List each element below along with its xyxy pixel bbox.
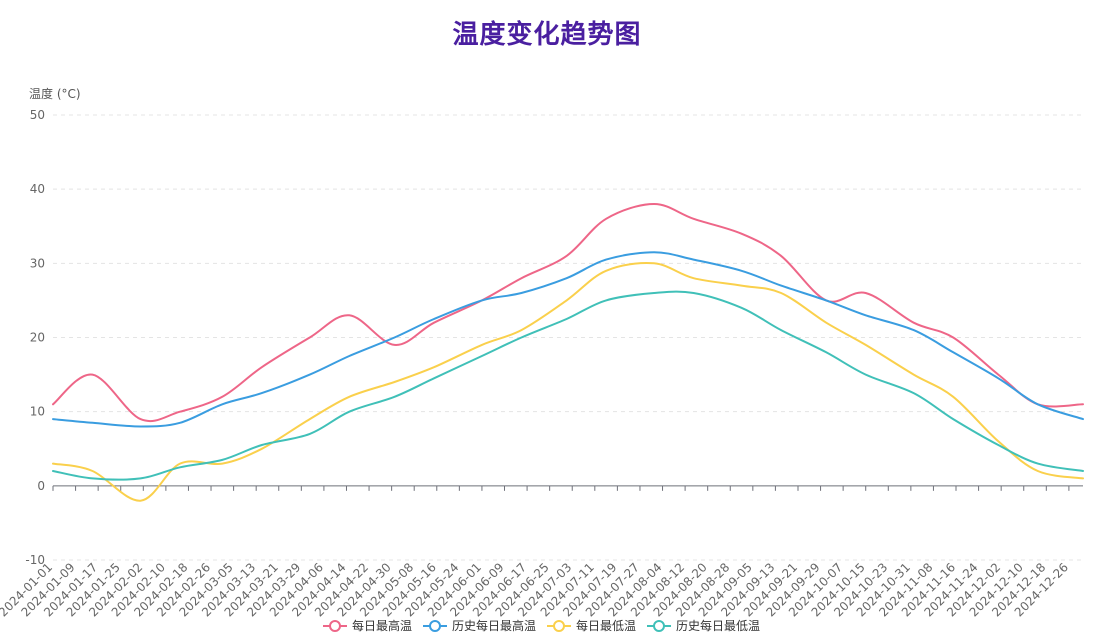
y-tick-label: -10 <box>25 553 45 567</box>
y-tick-label: 10 <box>30 405 45 419</box>
legend-marker[interactable] <box>429 620 441 632</box>
legend-marker[interactable] <box>329 620 341 632</box>
series-line-1 <box>52 203 1084 423</box>
chart-title: 温度变化趋势图 <box>452 20 642 50</box>
series-line-2 <box>52 251 1084 428</box>
y-tick-label: 40 <box>30 182 45 196</box>
y-tick-label: 0 <box>37 479 45 493</box>
legend-item-label[interactable]: 每日最高温 <box>352 618 412 633</box>
y-axis-label: 温度 (°C) <box>29 86 81 101</box>
y-tick-label: 30 <box>30 256 45 270</box>
legend-item-label[interactable]: 历史每日最低温 <box>676 618 760 633</box>
legend-item-label[interactable]: 历史每日最高温 <box>452 618 536 633</box>
series-line-3 <box>52 262 1084 502</box>
legend-item-label[interactable]: 每日最低温 <box>576 618 636 633</box>
y-tick-label: 50 <box>30 108 45 122</box>
y-tick-label: 20 <box>30 331 45 345</box>
legend-marker[interactable] <box>653 620 665 632</box>
series-line-4 <box>52 290 1084 481</box>
legend-marker[interactable] <box>553 620 565 632</box>
